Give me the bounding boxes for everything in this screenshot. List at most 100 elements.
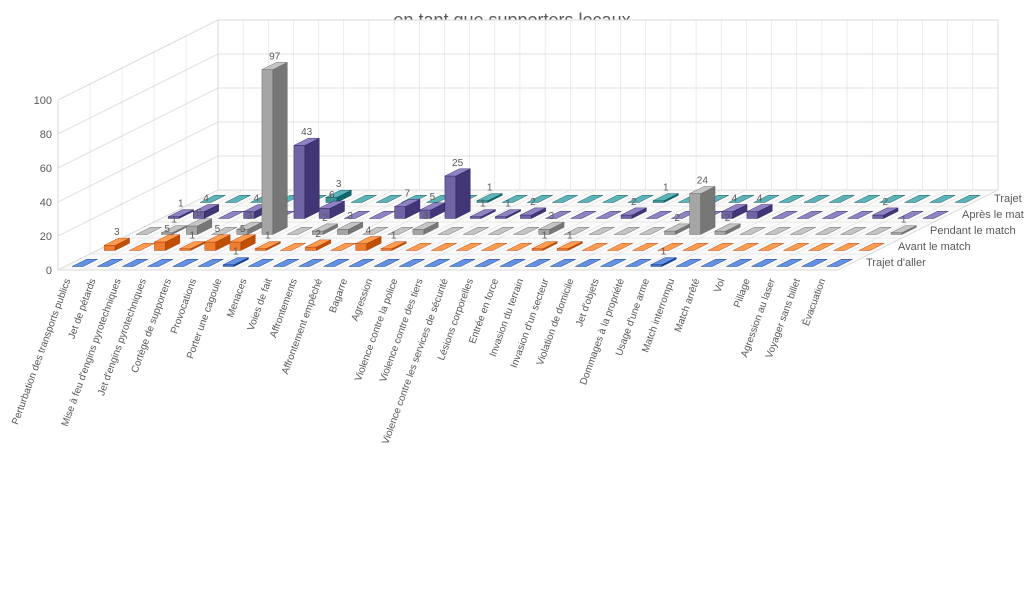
data-label: 3 xyxy=(247,211,253,222)
bar-front xyxy=(651,265,662,267)
bar-front xyxy=(223,265,234,267)
bar-front xyxy=(873,215,884,218)
chart-svg: 0204060801003111444367525112244215397233… xyxy=(0,0,1024,611)
data-label: 3 xyxy=(423,211,429,222)
data-label: 3 xyxy=(347,211,353,222)
data-label: 24 xyxy=(697,175,709,186)
svg-text:100: 100 xyxy=(34,95,52,107)
data-label: 1 xyxy=(233,247,239,258)
bar-front xyxy=(104,245,115,250)
data-label: 3 xyxy=(336,179,342,190)
data-label: 3 xyxy=(549,211,555,222)
bar-front xyxy=(470,217,481,219)
data-label: 5 xyxy=(196,208,202,219)
data-label: 1 xyxy=(480,199,486,210)
data-label: 5 xyxy=(164,224,170,235)
bar-front xyxy=(690,194,701,235)
data-label: 2 xyxy=(530,197,536,208)
data-label: 1 xyxy=(171,215,177,226)
bar-front xyxy=(294,145,305,218)
bar-front xyxy=(154,242,165,251)
series-label: Après le match xyxy=(962,209,1024,221)
data-label: 7 xyxy=(404,188,410,199)
category-label: Perturbation des transports publics xyxy=(10,277,73,426)
bar-front xyxy=(337,229,348,234)
bar-front xyxy=(891,233,902,235)
data-label: 43 xyxy=(301,127,313,138)
series-label: Trajet de retour xyxy=(994,193,1024,205)
category-label: Agression xyxy=(350,277,376,323)
svg-text:60: 60 xyxy=(40,163,52,175)
svg-text:40: 40 xyxy=(40,197,52,209)
data-label: 2 xyxy=(674,213,680,224)
bar-front xyxy=(747,212,758,219)
data-label: 2 xyxy=(725,213,731,224)
bar-side xyxy=(305,138,319,218)
data-label: 5 xyxy=(215,224,221,235)
bar-front xyxy=(305,247,316,250)
data-label: 6 xyxy=(329,190,335,201)
data-label: 1 xyxy=(487,183,493,194)
bar-front xyxy=(532,249,543,251)
bar-front xyxy=(413,229,424,234)
category-label: Provocations xyxy=(169,277,199,335)
bar-front xyxy=(495,217,506,219)
data-label: 4 xyxy=(254,193,260,204)
data-label: 1 xyxy=(567,231,573,242)
category-label: Menaces xyxy=(225,277,249,319)
category-label: Voies de fait xyxy=(246,277,275,332)
bar-front xyxy=(557,249,568,251)
data-label: 1 xyxy=(391,231,397,242)
data-label: 4 xyxy=(732,193,738,204)
category-label: Pillage xyxy=(732,277,753,309)
data-label: 1 xyxy=(190,231,196,242)
category-label: Bagarre xyxy=(328,277,351,315)
data-label: 1 xyxy=(265,231,271,242)
bar-front xyxy=(621,215,632,218)
data-label: 2 xyxy=(631,197,637,208)
data-label: 4 xyxy=(757,193,763,204)
series-label: Pendant le match xyxy=(930,225,1016,237)
data-label: 4 xyxy=(366,225,372,236)
category-label: Match arrêté xyxy=(673,277,703,334)
data-label: 2 xyxy=(883,197,889,208)
bar-front xyxy=(356,244,367,251)
bar-front xyxy=(520,215,531,218)
svg-text:80: 80 xyxy=(40,129,52,141)
data-label: 1 xyxy=(542,231,548,242)
category-label: Jet d'objets xyxy=(574,277,602,328)
data-label: 5 xyxy=(430,192,436,203)
series-label: Avant le match xyxy=(898,241,971,253)
bar-front xyxy=(395,207,406,219)
bar-front xyxy=(262,70,273,235)
bar-front xyxy=(653,201,664,203)
data-label: 25 xyxy=(452,158,464,169)
data-label: 5 xyxy=(240,224,246,235)
data-label: 1 xyxy=(901,215,907,226)
bar-front xyxy=(255,249,266,251)
data-label: 4 xyxy=(203,193,209,204)
category-label: Vol xyxy=(713,277,728,294)
bar-front xyxy=(381,249,392,251)
data-label: 1 xyxy=(178,199,184,210)
chart-container: en tant que supporters locaux 0204060801… xyxy=(0,0,1024,611)
bar-side xyxy=(273,62,287,234)
bar-side xyxy=(701,186,715,234)
svg-text:0: 0 xyxy=(46,265,52,277)
data-label: 97 xyxy=(269,51,281,62)
bar-front xyxy=(205,242,216,251)
bar-front xyxy=(445,176,456,219)
svg-text:20: 20 xyxy=(40,231,52,243)
category-label: Évacuation xyxy=(799,277,828,328)
bar-front xyxy=(715,231,726,234)
bar-side xyxy=(456,169,470,219)
bar-front xyxy=(180,249,191,251)
data-label: 1 xyxy=(505,199,511,210)
data-label: 3 xyxy=(114,227,120,238)
bar-front xyxy=(665,231,676,234)
data-label: 2 xyxy=(315,229,321,240)
series-label: Trajet d'aller xyxy=(866,257,926,269)
data-label: 2 xyxy=(322,213,328,224)
data-label: 1 xyxy=(661,247,667,258)
data-label: 1 xyxy=(663,183,669,194)
